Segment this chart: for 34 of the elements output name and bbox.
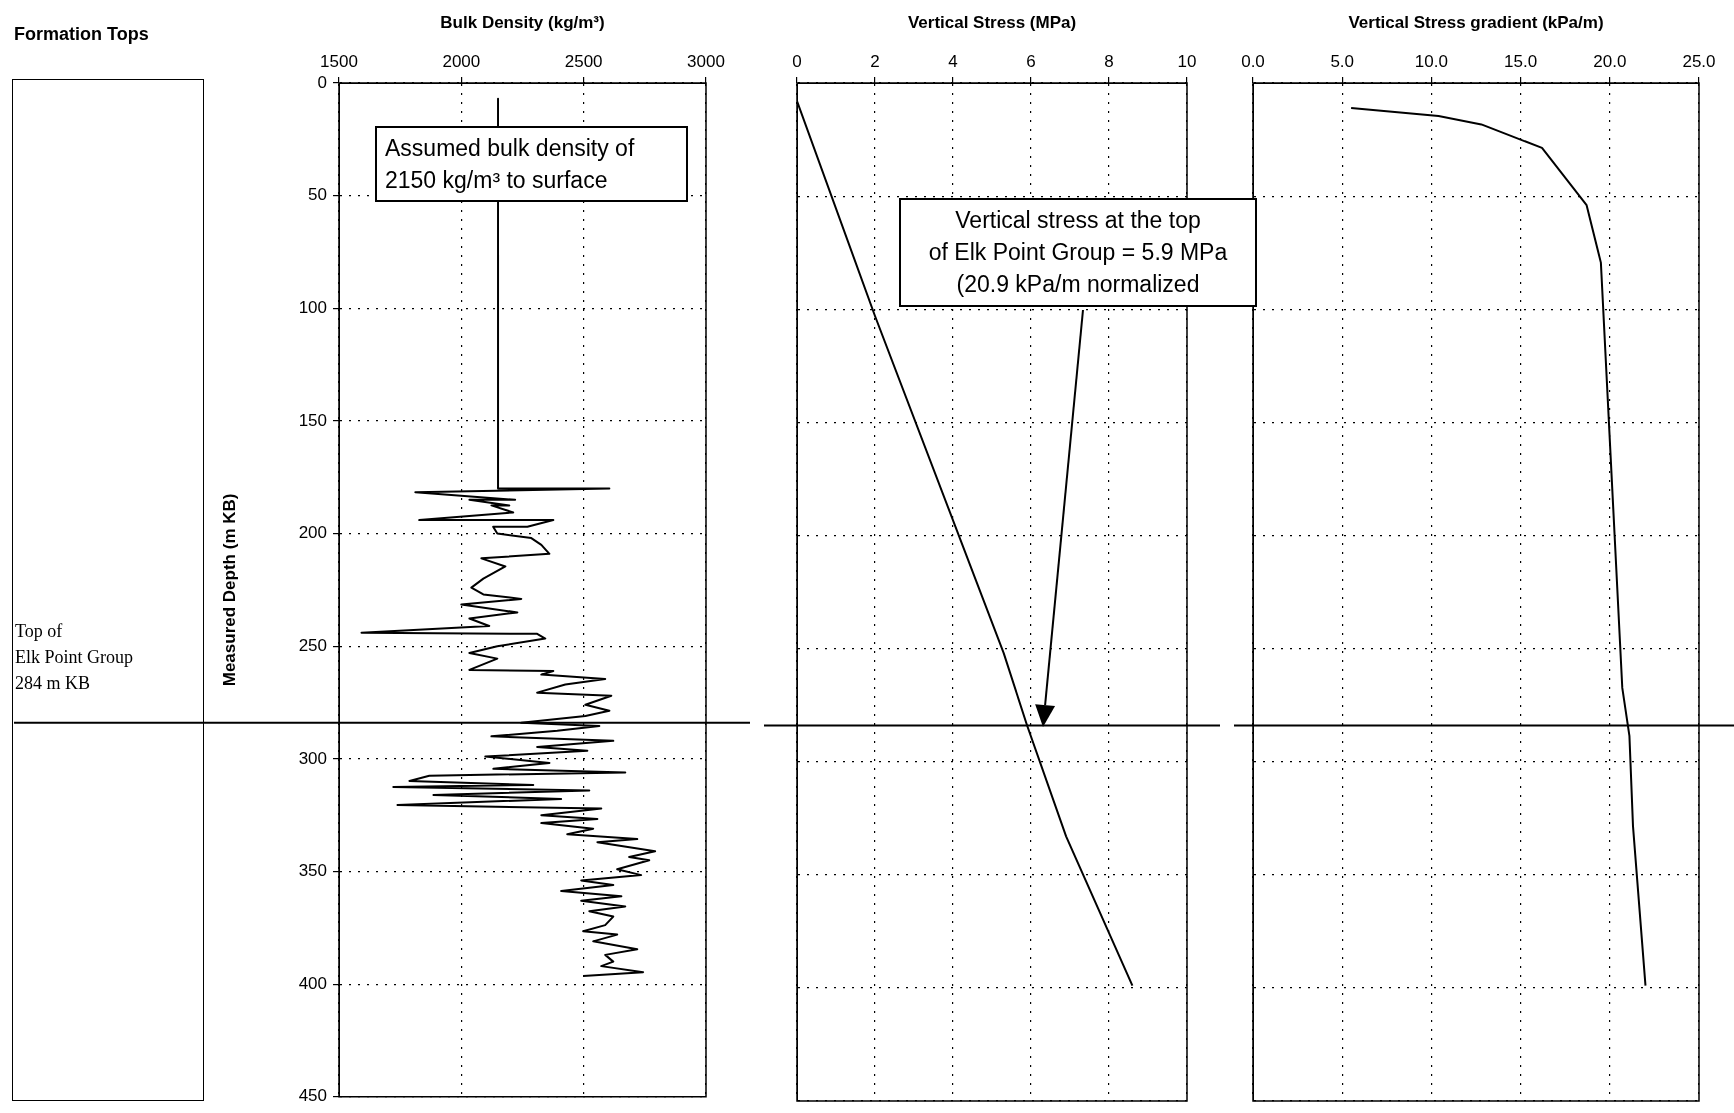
y-tick-label: 250 <box>298 635 327 655</box>
x-axis-title: Vertical Stress gradient (kPa/m) <box>1348 12 1604 32</box>
x-tick-label: 0 <box>792 52 802 72</box>
x-tick-label: 2500 <box>564 52 603 72</box>
x-tick-label: 2000 <box>442 52 481 72</box>
text: Formation Tops <box>14 24 149 45</box>
x-axis-title: Vertical Stress (MPa) <box>907 12 1077 32</box>
x-tick-label: 2 <box>870 52 880 72</box>
x-tick-label: 8 <box>1104 52 1114 72</box>
annotation: Assumed bulk density of 2150 kg/m³ to surface <box>375 126 688 203</box>
x-tick-label: 4 <box>948 52 958 72</box>
x-axis-title: Bulk Density (kg/m³) <box>440 12 605 32</box>
y-tick-label: 100 <box>298 297 327 317</box>
x-tick-label: 10 <box>1177 52 1197 72</box>
x-tick-label: 25.0 <box>1682 52 1716 72</box>
y-tick-label: 150 <box>298 410 327 430</box>
annotation: Vertical stress at the top of Elk Point Group = 5.9 MPa (20.9 kPa/m normalized <box>899 198 1257 307</box>
y-tick-label: 0 <box>317 72 327 92</box>
x-tick-label: 0.0 <box>1241 52 1265 72</box>
y-tick-label: 200 <box>298 523 327 543</box>
y-tick-label: 400 <box>298 973 327 993</box>
y-tick-label: 350 <box>298 861 327 881</box>
x-tick-label: 15.0 <box>1504 52 1538 72</box>
x-tick-label: 1500 <box>320 52 358 72</box>
x-tick-label: 10.0 <box>1414 52 1448 72</box>
x-tick-label: 3000 <box>687 52 725 72</box>
y-tick-label: 450 <box>298 1086 327 1106</box>
x-tick-label: 20.0 <box>1593 52 1627 72</box>
text: Top of Elk Point Group 284 m KB <box>15 620 134 695</box>
x-tick-label: 6 <box>1026 52 1036 72</box>
y-axis-title: Measured Depth (m KB) <box>219 493 239 687</box>
y-tick-label: 50 <box>308 185 327 205</box>
y-tick-label: 300 <box>298 748 327 768</box>
x-tick-label: 5.0 <box>1330 52 1355 72</box>
